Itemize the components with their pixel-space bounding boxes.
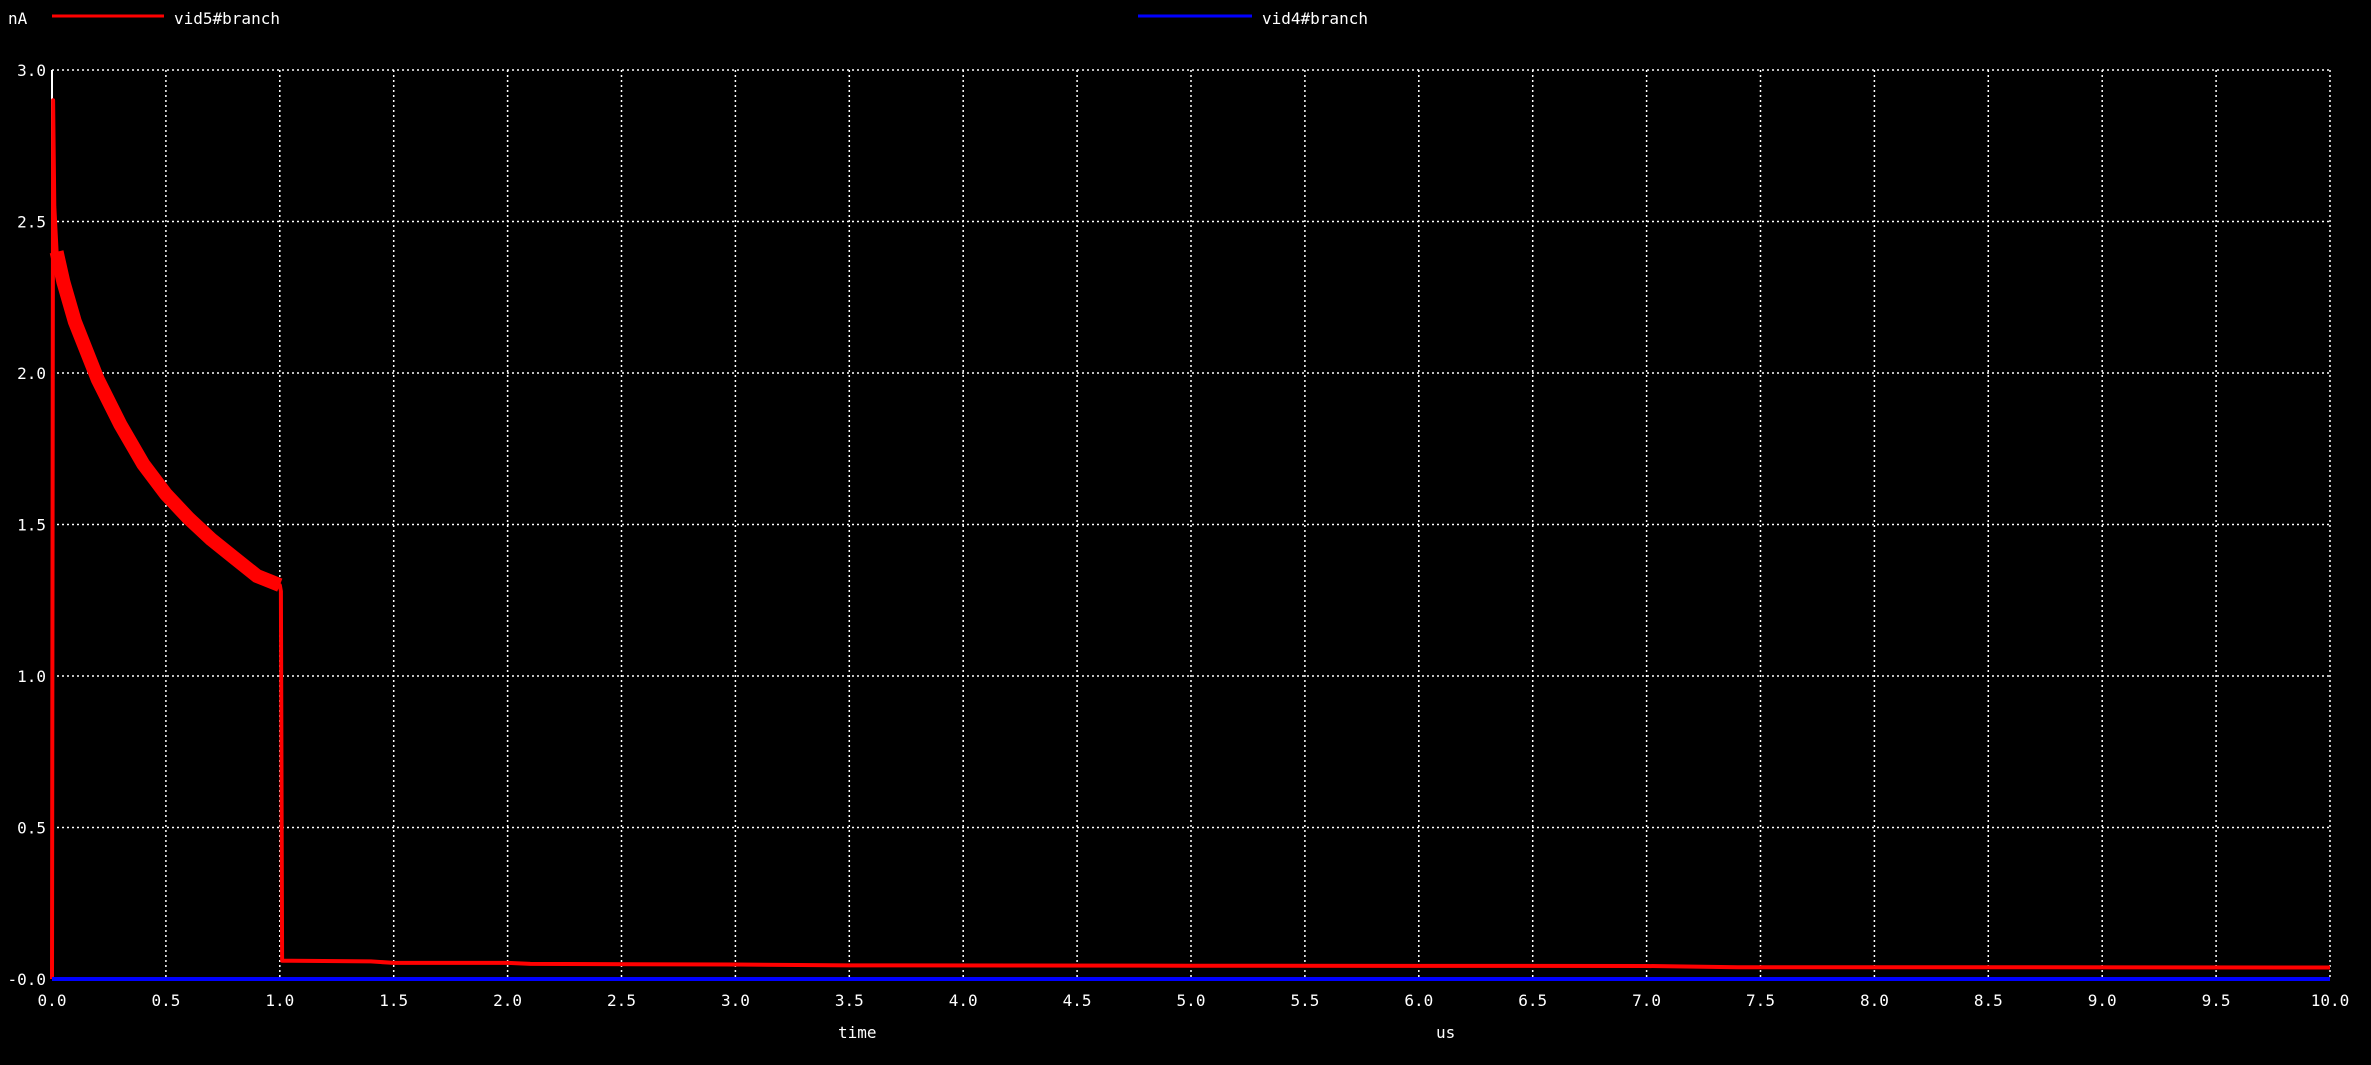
x-tick-label: 6.5 [1518, 991, 1547, 1010]
x-tick-label: 4.5 [1063, 991, 1092, 1010]
x-tick-label: 3.5 [835, 991, 864, 1010]
y-tick-label: -0.0 [7, 970, 46, 989]
x-tick-label: 1.0 [265, 991, 294, 1010]
x-tick-label: 0.5 [151, 991, 180, 1010]
tick-labels: 0.0 0.5 1.0 1.5 2.0 2.5 3.0 3.5 4.0 4.5 5.0 5.5 6.0 6… [7, 61, 2349, 1010]
y-tick-label: 0.5 [17, 819, 46, 838]
y-tick-label: 1.5 [17, 516, 46, 535]
y-tick-label: 1.0 [17, 667, 46, 686]
x-tick-label: 5.0 [1177, 991, 1206, 1010]
x-tick-label: 7.0 [1632, 991, 1661, 1010]
x-tick-label: 9.0 [2088, 991, 2117, 1010]
grid-lines [52, 70, 2330, 979]
y-tick-label: 2.5 [17, 213, 46, 232]
x-unit-label: us [1436, 1023, 1455, 1042]
x-tick-label: 7.5 [1746, 991, 1775, 1010]
series-traces [49, 98, 2331, 981]
x-tick-label: 8.0 [1860, 991, 1889, 1010]
y-tick-label: 2.0 [17, 364, 46, 383]
y-unit-label: nA [8, 9, 28, 28]
legend-label-vid4: vid4#branch [1262, 9, 1368, 28]
legend-label-vid5: vid5#branch [174, 9, 280, 28]
series-line-vid5-branch [50, 98, 2331, 980]
y-tick-label: 3.0 [17, 61, 46, 80]
x-tick-label: 2.0 [493, 991, 522, 1010]
x-tick-label: 5.5 [1290, 991, 1319, 1010]
x-tick-label: 8.5 [1974, 991, 2003, 1010]
x-axis-label: time [838, 1023, 877, 1042]
x-tick-label: 3.0 [721, 991, 750, 1010]
x-tick-label: 4.0 [949, 991, 978, 1010]
x-tick-label: 1.5 [379, 991, 408, 1010]
x-tick-label: 6.0 [1404, 991, 1433, 1010]
x-tick-label: 10.0 [2311, 991, 2350, 1010]
x-tick-label: 2.5 [607, 991, 636, 1010]
x-tick-label: 0.0 [38, 991, 67, 1010]
series-band-vid5-branch [49, 250, 283, 592]
x-tick-label: 9.5 [2202, 991, 2231, 1010]
